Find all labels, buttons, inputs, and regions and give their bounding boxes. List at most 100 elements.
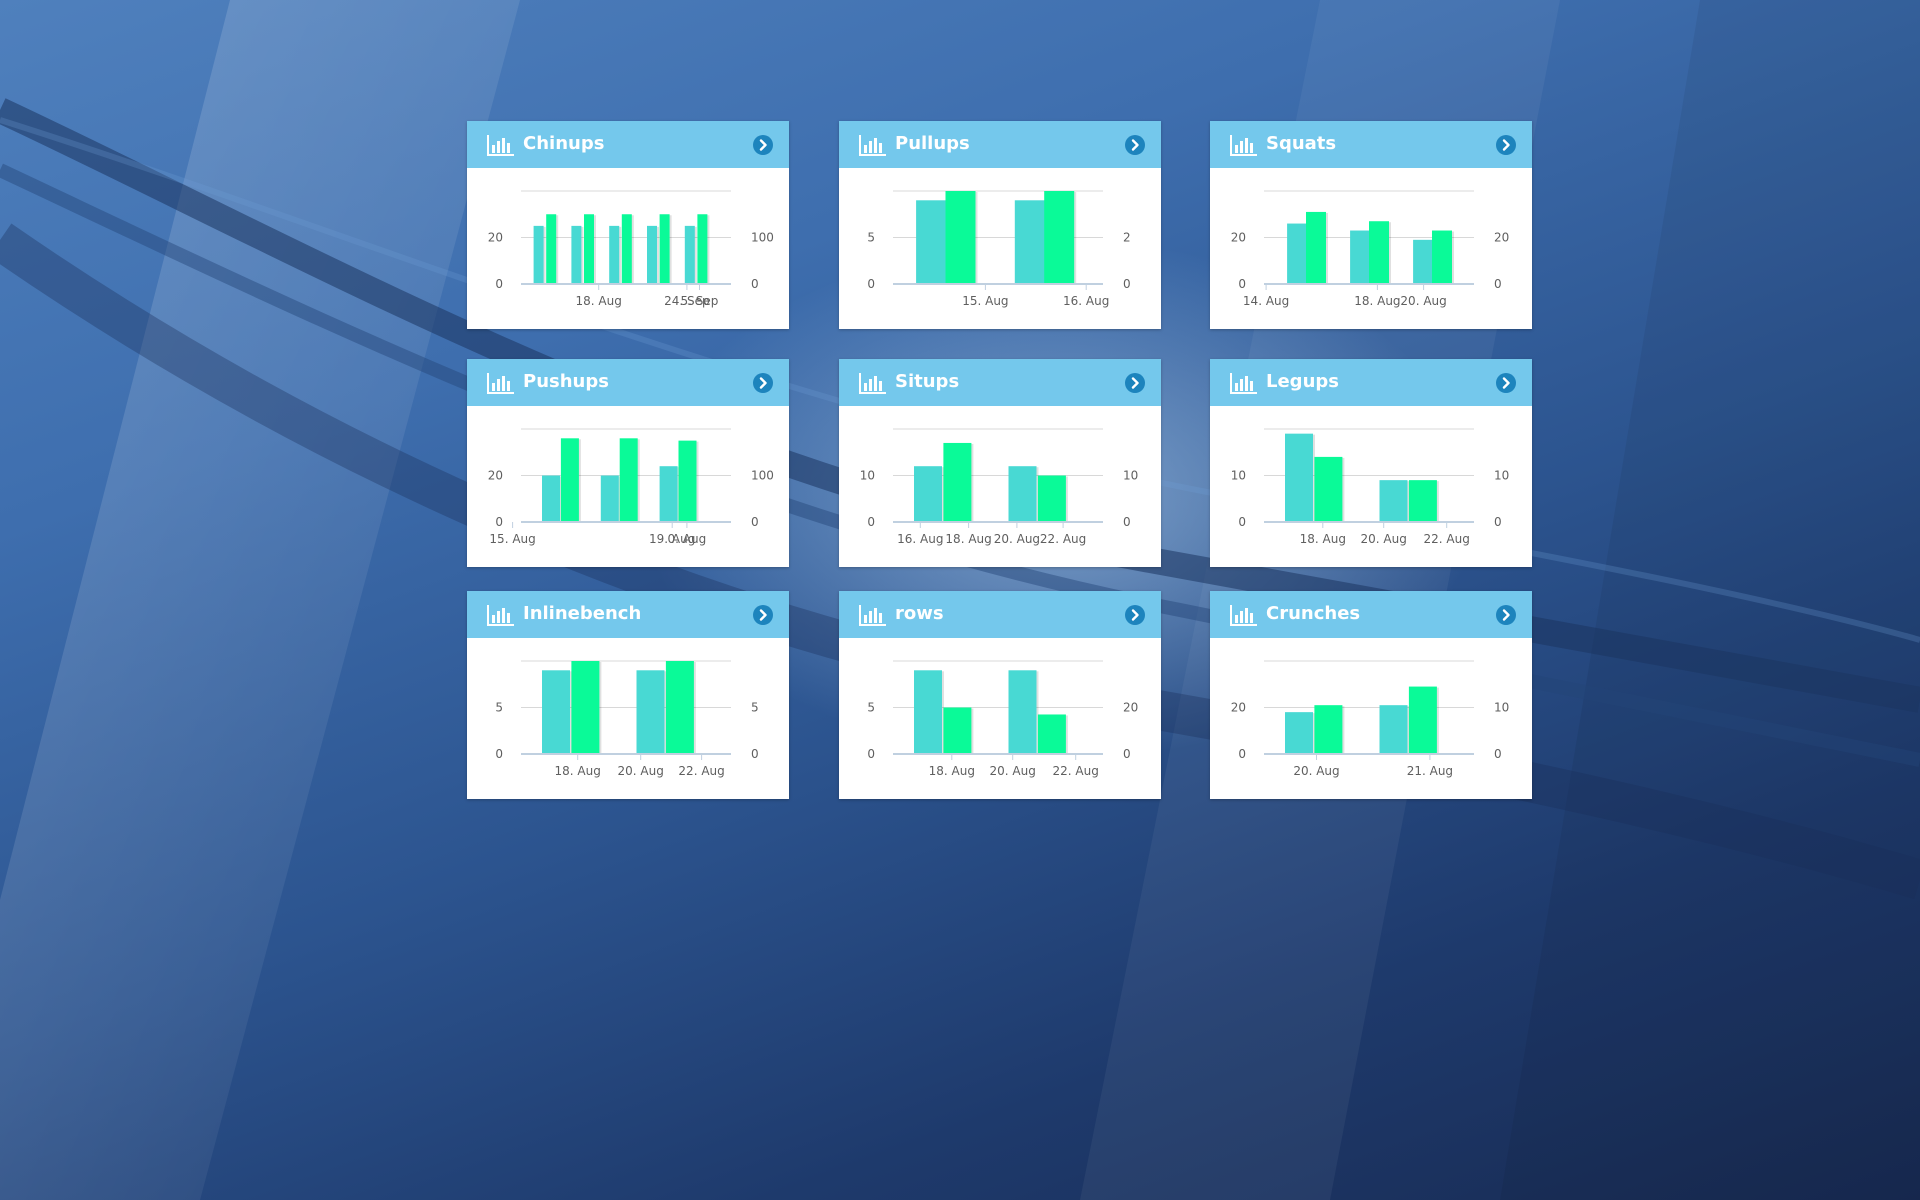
- widget-header[interactable]: Situps: [839, 359, 1161, 406]
- bar-series-1[interactable]: [914, 466, 942, 522]
- bar-series-1[interactable]: [1008, 466, 1037, 522]
- x-tick-label: 21. Aug: [1407, 764, 1453, 778]
- x-tick-label: 20. Aug: [618, 764, 664, 778]
- widget-chart: 0 10 0 10 18. Aug 20. Aug 22. Aug: [1210, 406, 1532, 567]
- bar-series-1[interactable]: [542, 475, 560, 523]
- bar-series-2[interactable]: [945, 191, 976, 284]
- bar-series-2[interactable]: [1037, 475, 1066, 523]
- bar-series-2[interactable]: [1408, 686, 1437, 754]
- widget-legups: Legups 0 10 0 10 18. Aug 20. Aug 22. Aug: [1210, 359, 1532, 567]
- bar-series-2[interactable]: [1314, 705, 1343, 754]
- widget-header[interactable]: Pullups: [839, 121, 1161, 168]
- bar-series-1[interactable]: [916, 200, 947, 284]
- bar-chart-icon: [1230, 135, 1257, 156]
- x-tick-label: 18. Aug: [555, 764, 601, 778]
- y-right-tick-label: 0: [1123, 747, 1131, 761]
- bar-series-1[interactable]: [659, 466, 678, 522]
- bar-chart: 0 5 0 5 18. Aug 20. Aug 22. Aug: [495, 660, 759, 778]
- bar-chart-icon: [1230, 605, 1257, 626]
- bar-series-2[interactable]: [619, 438, 638, 522]
- bar-series-2[interactable]: [546, 214, 557, 284]
- y-right-tick-label: 10: [1494, 701, 1509, 715]
- circle-arrow-right-icon[interactable]: [1496, 135, 1516, 155]
- bar-series-2[interactable]: [621, 214, 632, 284]
- bar-series-2[interactable]: [1314, 456, 1343, 522]
- bar-chart: 0 20 0 20 14. Aug 18. Aug 20. Aug: [1231, 190, 1509, 308]
- bar-series-2[interactable]: [943, 442, 972, 522]
- circle-arrow-right-icon[interactable]: [1496, 373, 1516, 393]
- bar-series-1[interactable]: [1379, 705, 1408, 754]
- bar-series-1[interactable]: [1285, 433, 1313, 522]
- circle-arrow-right-icon[interactable]: [1125, 373, 1145, 393]
- bar-series-1[interactable]: [914, 670, 942, 754]
- x-tick-label: 20. Aug: [1400, 294, 1446, 308]
- bar-series-1[interactable]: [533, 225, 544, 284]
- y-right-tick-label: 0: [1123, 515, 1131, 529]
- bar-series-2[interactable]: [1037, 714, 1066, 754]
- bar-series-2[interactable]: [659, 214, 670, 284]
- bar-series-2[interactable]: [1306, 211, 1326, 284]
- bar-series-2[interactable]: [1369, 221, 1389, 284]
- widget-chart: 0 20 0 20 14. Aug 18. Aug 20. Aug: [1210, 168, 1532, 329]
- bar-series-2[interactable]: [665, 661, 694, 754]
- widget-header[interactable]: Chinups: [467, 121, 789, 168]
- widget-header[interactable]: Inlinebench: [467, 591, 789, 638]
- x-tick-label: 19. Aug: [649, 532, 695, 546]
- y-left-tick-label: 0: [867, 277, 875, 291]
- bar-series-2[interactable]: [571, 661, 600, 754]
- bar-chart-icon: [487, 135, 514, 156]
- bar-series-2[interactable]: [560, 438, 579, 522]
- circle-arrow-right-icon[interactable]: [753, 135, 773, 155]
- bar-series-1[interactable]: [647, 225, 657, 284]
- widget-header[interactable]: Pushups: [467, 359, 789, 406]
- widget-pullups: Pullups 0 5 0 2 15. Aug 16. Aug: [839, 121, 1161, 329]
- bar-series-1[interactable]: [1379, 480, 1408, 522]
- widget-chart: 0 20 0 100 15. Aug 19. Aug 0. Aug: [467, 406, 789, 567]
- widget-title: Situps: [895, 371, 960, 392]
- circle-arrow-right-icon[interactable]: [1125, 135, 1145, 155]
- widget-header[interactable]: Squats: [1210, 121, 1532, 168]
- widget-header[interactable]: Crunches: [1210, 591, 1532, 638]
- x-tick-label: 20. Aug: [990, 764, 1036, 778]
- bar-series-1[interactable]: [1413, 239, 1434, 284]
- bar-series-1[interactable]: [542, 670, 570, 754]
- widget-title: Inlinebench: [523, 603, 642, 624]
- bar-series-1[interactable]: [684, 225, 695, 284]
- y-right-tick-label: 5: [751, 701, 759, 715]
- bar-series-2[interactable]: [584, 214, 594, 284]
- circle-arrow-right-icon[interactable]: [753, 605, 773, 625]
- x-tick-label: 24. Sep: [664, 294, 710, 308]
- bar-series-2[interactable]: [1432, 230, 1452, 284]
- bar-series-2[interactable]: [943, 707, 972, 755]
- widget-pushups: Pushups 0 20 0 100 15. Aug 19. Aug 0. Aug: [467, 359, 789, 567]
- bar-chart-icon: [487, 373, 514, 394]
- circle-arrow-right-icon[interactable]: [753, 373, 773, 393]
- bar-series-2[interactable]: [1044, 191, 1075, 284]
- circle-arrow-right-icon[interactable]: [1496, 605, 1516, 625]
- bar-series-1[interactable]: [636, 670, 665, 754]
- y-right-tick-label: 0: [1494, 277, 1502, 291]
- bar-series-1[interactable]: [571, 225, 582, 284]
- bar-series-2[interactable]: [678, 440, 697, 522]
- bar-chart: 0 5 0 20 18. Aug 20. Aug 22. Aug: [867, 660, 1138, 778]
- bar-series-2[interactable]: [697, 214, 708, 284]
- widget-rows: rows 0 5 0 20 18. Aug 20. Aug 22. Aug: [839, 591, 1161, 799]
- y-left-tick-label: 0: [1238, 277, 1246, 291]
- widget-header[interactable]: Legups: [1210, 359, 1532, 406]
- bar-series-2[interactable]: [1408, 480, 1437, 522]
- bar-series-1[interactable]: [609, 225, 620, 284]
- bar-series-1[interactable]: [600, 475, 619, 523]
- bar-series-1[interactable]: [1287, 223, 1308, 284]
- y-left-tick-label: 0: [867, 515, 875, 529]
- bar-series-1[interactable]: [1350, 230, 1371, 284]
- y-left-tick-label: 20: [488, 469, 503, 483]
- x-tick-label: 22. Aug: [678, 764, 724, 778]
- bar-series-1[interactable]: [1008, 670, 1037, 754]
- circle-arrow-right-icon[interactable]: [1125, 605, 1145, 625]
- bar-series-1[interactable]: [1285, 712, 1313, 754]
- widget-header[interactable]: rows: [839, 591, 1161, 638]
- x-tick-label: 18. Aug: [1300, 532, 1346, 546]
- x-tick-label: 20. Aug: [994, 532, 1040, 546]
- bar-series-1[interactable]: [1014, 200, 1045, 284]
